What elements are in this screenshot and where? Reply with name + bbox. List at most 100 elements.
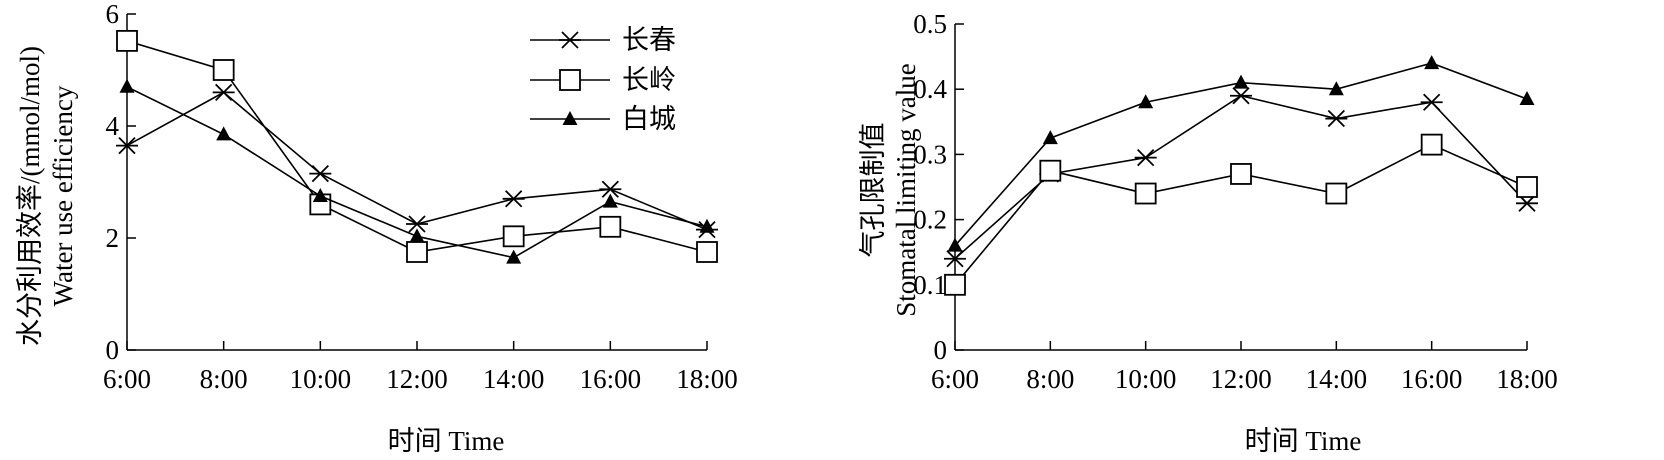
asterisk-stroke (408, 215, 426, 233)
data-point-triangle (409, 228, 425, 243)
y-axis-title-en: Stomatal limiting value (891, 63, 921, 316)
y-tick-label: 0 (106, 335, 120, 365)
series-asterisk (116, 83, 718, 239)
data-point-square (1230, 163, 1252, 185)
x-tick-label: 14:00 (1306, 364, 1368, 394)
data-point-triangle (1233, 74, 1249, 89)
legend-label: 长春 (622, 25, 676, 55)
data-point-asterisk (309, 164, 332, 183)
y-tick-label: 0.5 (913, 9, 947, 39)
y-axis-title-cn: 气孔限制值 (858, 123, 888, 258)
data-point-asterisk (502, 190, 525, 208)
x-tick-label: 18:00 (676, 364, 738, 394)
legend-item: 长岭 (530, 65, 676, 95)
y-tick-label: 0.3 (913, 139, 947, 169)
asterisk-stroke (601, 180, 619, 198)
x-tick-label: 10:00 (1115, 364, 1177, 394)
x-tick-label: 16:00 (580, 364, 642, 394)
x-tick-label: 6:00 (103, 364, 151, 394)
data-point-asterisk (559, 31, 581, 49)
data-point-asterisk (599, 180, 622, 198)
data-point-asterisk (944, 250, 966, 268)
data-point-triangle (1519, 90, 1535, 105)
asterisk-stroke (311, 164, 329, 183)
asterisk-stroke (1137, 149, 1155, 167)
asterisk-stroke (1232, 87, 1250, 105)
y-tick-label: 0.2 (913, 205, 947, 235)
series-filled-triangle (119, 78, 715, 264)
data-point-square (1325, 182, 1348, 205)
asterisk-stroke (1423, 93, 1441, 111)
data-point-triangle (1042, 130, 1058, 145)
asterisk-stroke (1327, 109, 1345, 128)
data-point-triangle (947, 237, 963, 252)
data-point-triangle (312, 188, 328, 202)
data-point-triangle (119, 78, 135, 93)
data-point-square (559, 69, 581, 91)
data-point-square (944, 273, 966, 296)
data-point-square (1420, 133, 1443, 156)
asterisk-stroke (215, 83, 233, 102)
y-axis-title-cn: 水分利用效率/(mmol/mol) (15, 46, 45, 346)
asterisk-stroke (561, 31, 579, 49)
x-tick-label: 14:00 (483, 364, 545, 394)
water-use-efficiency-chart: 水分利用效率/(mmol/mol) Water use efficiency 时… (15, 0, 738, 456)
stomatal-limiting-value-chart: 气孔限制值 Stomatal limiting value 时间 Time 0 0… (858, 9, 1558, 456)
series-open-square (944, 133, 1538, 296)
asterisk-stroke (505, 190, 523, 208)
y-tick-label: 4 (106, 111, 120, 141)
data-point-triangle (602, 193, 618, 208)
x-tick-label: 12:00 (1210, 364, 1272, 394)
x-tick-label: 16:00 (1401, 364, 1463, 394)
data-point-triangle (562, 111, 578, 125)
data-point-asterisk (116, 136, 138, 155)
data-point-square (1039, 159, 1062, 182)
data-point-triangle (1424, 55, 1440, 70)
y-tick-label: 0.4 (913, 74, 947, 104)
data-point-asterisk (1230, 87, 1252, 105)
data-point-asterisk (406, 215, 428, 233)
data-point-asterisk (1516, 194, 1538, 212)
legend-label: 长岭 (622, 65, 676, 95)
data-point-triangle (216, 126, 232, 141)
x-tick-label: 18:00 (1496, 364, 1558, 394)
data-point-square (696, 241, 718, 263)
series-open-square (116, 29, 718, 263)
asterisk-stroke (946, 250, 964, 268)
y-tick-label: 6 (106, 0, 120, 29)
x-tick-label: 6:00 (931, 364, 979, 394)
series-filled-triangle (947, 55, 1535, 252)
legend-label: 白城 (622, 104, 676, 134)
y-tick-label: 0 (934, 335, 948, 365)
data-point-triangle (506, 249, 522, 264)
data-point-triangle (1328, 81, 1344, 96)
y-tick-label: 0.1 (913, 270, 947, 300)
data-point-asterisk (1325, 109, 1348, 128)
data-point-square (599, 215, 622, 238)
y-axis-title-en: Water use efficiency (48, 85, 78, 306)
x-tick-label: 10:00 (290, 364, 352, 394)
x-tick-label: 8:00 (1026, 364, 1074, 394)
data-point-asterisk (1420, 93, 1443, 111)
data-point-square (1134, 182, 1157, 205)
x-axis-title: 时间 Time (388, 426, 505, 456)
data-point-square (116, 29, 138, 52)
x-tick-label: 12:00 (386, 364, 448, 394)
y-tick-label: 2 (106, 223, 120, 253)
data-point-square (502, 225, 525, 248)
legend-item: 白城 (530, 104, 676, 134)
data-point-asterisk (212, 83, 235, 102)
series-line (126, 91, 708, 231)
x-axis-title: 时间 Time (1245, 426, 1362, 456)
data-point-asterisk (1134, 149, 1157, 167)
data-point-triangle (1138, 94, 1154, 109)
legend-item: 长春 (530, 25, 676, 55)
asterisk-stroke (118, 136, 136, 155)
data-point-square (1516, 176, 1538, 198)
x-tick-label: 8:00 (200, 364, 248, 394)
data-point-triangle (699, 218, 715, 233)
data-point-square (212, 59, 235, 81)
data-point-square (406, 241, 428, 263)
